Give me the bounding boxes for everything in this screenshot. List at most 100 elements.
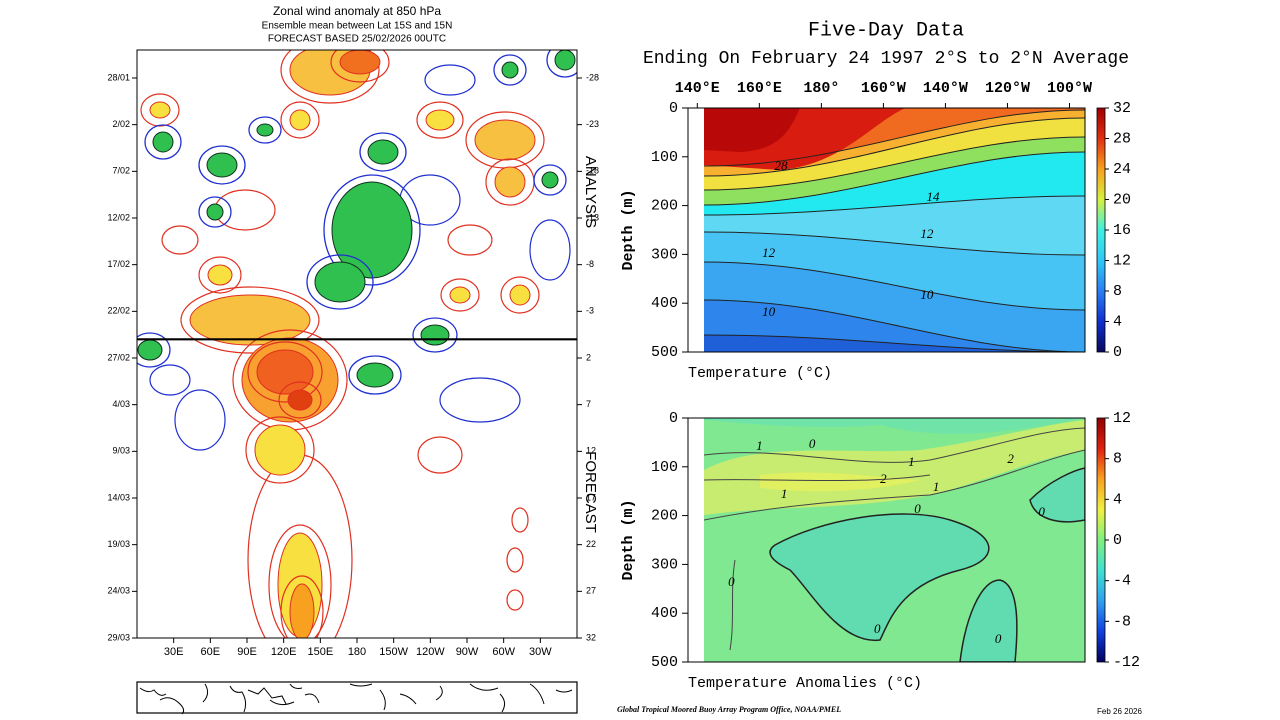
colorbar-tick-label: -12 <box>1113 654 1140 671</box>
warm-area <box>339 50 381 75</box>
contour-ring <box>417 436 463 474</box>
wind-anomaly-field <box>137 50 577 638</box>
isotherm <box>704 136 1085 191</box>
warm-area <box>287 389 313 411</box>
cold-area <box>541 171 559 189</box>
x-tick-label: 100°W <box>1047 80 1092 97</box>
chart-title: Zonal wind anomaly at 850 hPa <box>273 4 441 18</box>
contour-label: 2 <box>1007 451 1014 466</box>
cold-area <box>554 50 576 71</box>
contour-ring <box>198 145 246 185</box>
y-tick-label: 400 <box>651 295 678 312</box>
x-tick-label: 30E <box>164 646 184 658</box>
contour-ring <box>412 317 458 353</box>
y2-tick-label: 7 <box>586 399 591 409</box>
cold-area <box>152 131 174 153</box>
colorbar-tick-label: 24 <box>1113 161 1131 178</box>
x-tick-label: 140°E <box>675 80 720 97</box>
y-tick-label: 28/01 <box>107 72 130 82</box>
footer: Global Tropical Moored Buoy Array Progra… <box>617 705 841 714</box>
colorbar-tick-label: 8 <box>1113 283 1122 300</box>
x-tick-label: 60W <box>492 646 515 658</box>
y-tick-label: 300 <box>651 556 678 573</box>
contour-label: 28 <box>775 158 789 173</box>
warm-area <box>494 166 526 198</box>
warm-area <box>474 119 536 161</box>
y2-tick-label: -28 <box>586 72 599 82</box>
footer-date: Feb 26 2026 <box>1097 707 1142 716</box>
chart-subtitle: Ensemble mean between Lat 15S and 15N <box>262 21 453 32</box>
x-tick-label: 90W <box>456 646 479 658</box>
contour-ring <box>140 93 180 127</box>
contour-ring <box>198 256 242 294</box>
x-tick-label: 180° <box>803 80 839 97</box>
isotherm <box>704 195 1085 216</box>
y-tick-label: 29/03 <box>107 632 130 642</box>
contour-ring <box>493 54 527 86</box>
contour-ring <box>306 254 374 310</box>
contour-label: 2 <box>880 471 887 486</box>
anom-cold <box>769 513 990 641</box>
colorbar-tick-label: -8 <box>1113 613 1131 630</box>
warm-area <box>509 284 531 306</box>
contour-ring <box>416 101 464 139</box>
y-tick-label: 7/02 <box>112 166 130 176</box>
y2-tick-label: 12 <box>586 446 596 456</box>
contour-label: 10 <box>920 287 934 302</box>
contour-ring <box>359 132 407 172</box>
contour-ring <box>529 219 571 281</box>
cold-area <box>420 324 450 346</box>
y-tick-label: 300 <box>651 246 678 263</box>
contour-ring <box>174 389 226 451</box>
contour-label: 0 <box>1038 504 1045 519</box>
chart-subtitle: FORECAST BASED 25/02/2026 00UTC <box>268 34 446 45</box>
x-tick-label: 150E <box>307 646 333 658</box>
warm-area <box>425 109 455 131</box>
x-tick-label: 160°W <box>861 80 906 97</box>
warm-pool <box>704 108 800 152</box>
y2-tick-label: 17 <box>586 492 596 502</box>
contour-label: 0 <box>809 436 816 451</box>
contour-ring <box>149 364 191 396</box>
y-tick-label: 12/02 <box>107 212 130 222</box>
warm-area <box>289 583 315 638</box>
anom-cold <box>704 418 1085 434</box>
contour-ring <box>500 276 540 314</box>
y2-tick-label: 2 <box>586 352 591 362</box>
warm-area <box>289 109 311 131</box>
y-tick-label: 400 <box>651 605 678 622</box>
contour-ring <box>506 547 524 573</box>
y2-tick-label: -8 <box>586 259 594 269</box>
section-label: FORECAST <box>582 451 599 533</box>
contour-ring <box>511 507 529 533</box>
warm-area <box>449 286 471 304</box>
contour-ring <box>280 50 380 104</box>
anom-contour <box>704 474 931 482</box>
warm-area <box>254 424 306 476</box>
contour-ring <box>144 124 182 160</box>
colorbar <box>1096 417 1106 663</box>
contour-label: 12 <box>920 226 934 241</box>
warm-area <box>189 294 311 346</box>
colorbar-tick-label: 20 <box>1113 191 1131 208</box>
y-tick-label: 24/03 <box>107 586 130 596</box>
x-tick-label: 150W <box>379 646 408 658</box>
contour-label: 0 <box>874 621 881 636</box>
warm-area <box>207 264 233 286</box>
x-axis-label: Temperature Anomalies (°C) <box>688 675 922 692</box>
contour-label: 0 <box>728 574 735 589</box>
colorbar-tick-label: 32 <box>1113 100 1131 117</box>
contour-ring <box>323 174 421 286</box>
y2-tick-label: -13 <box>586 212 599 222</box>
colorbar-tick-label: 8 <box>1113 451 1122 468</box>
y-tick-label: 27/02 <box>107 352 130 362</box>
y-tick-label: 14/03 <box>107 492 130 502</box>
temperature-field <box>704 108 1085 352</box>
isotherm <box>704 109 1085 167</box>
y-tick-label: 22/02 <box>107 306 130 316</box>
anom-cold <box>1029 467 1085 523</box>
anomaly-field <box>704 418 1085 662</box>
isotherm <box>704 261 1085 311</box>
